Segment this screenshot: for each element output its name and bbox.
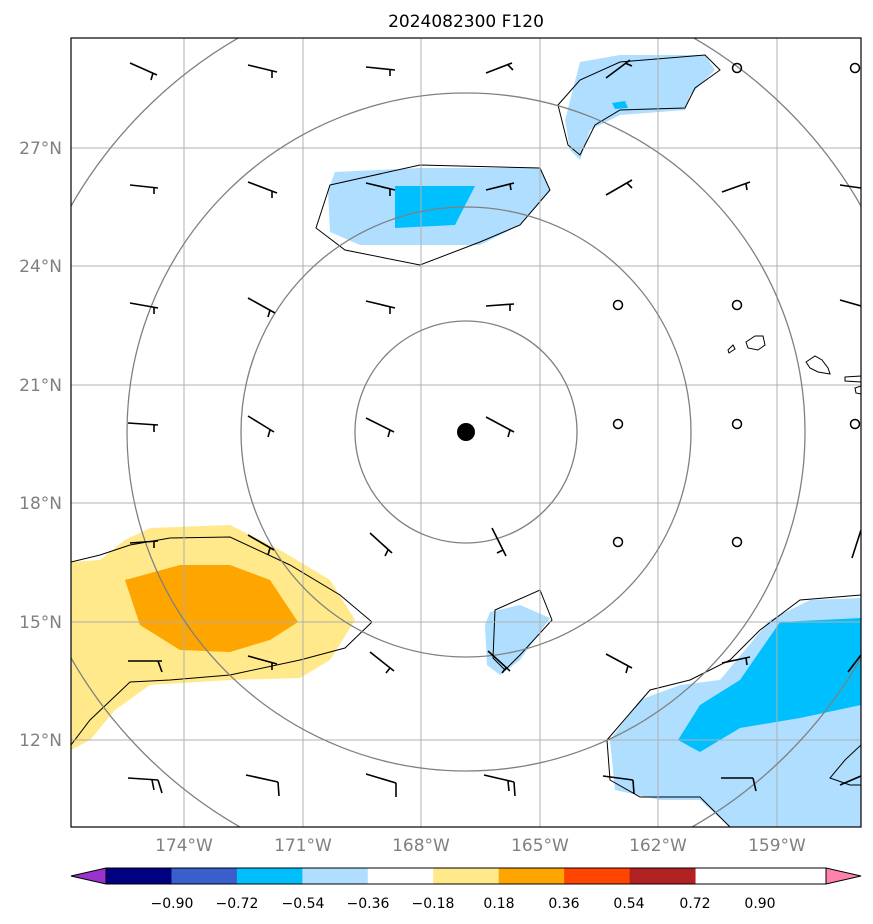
- wind-barb: [485, 416, 515, 438]
- wind-barb: [247, 415, 275, 438]
- colorbar-cell: [171, 868, 238, 884]
- wind-barb: [128, 660, 163, 673]
- wind-barb: [851, 529, 861, 559]
- lat-label: 21°N: [19, 376, 62, 396]
- wind-barb: [721, 777, 757, 792]
- shading-orange: [125, 565, 298, 652]
- lon-label: 162°W: [629, 836, 687, 856]
- wind-barb: [847, 654, 861, 673]
- colorbar-tick: −0.36: [347, 896, 390, 912]
- gridlines: [71, 38, 861, 827]
- colorbar-max-arrow: [825, 867, 862, 885]
- calm-wind-markers: [612, 62, 861, 548]
- colorbar-cell: [433, 868, 500, 884]
- wind-barb: [485, 182, 515, 191]
- lon-label: 165°W: [511, 836, 569, 856]
- wind-barb: [485, 303, 515, 311]
- wind-barb: [365, 417, 395, 438]
- colorbar-cell: [367, 868, 434, 884]
- figure-title: 2024082300 F120: [388, 12, 544, 32]
- colorbar-cell: [498, 868, 565, 884]
- wind-barb: [245, 774, 280, 797]
- wind-barb: [605, 59, 633, 79]
- lat-label: 24°N: [19, 257, 62, 277]
- wind-barb: [247, 297, 276, 318]
- lat-label: 27°N: [19, 139, 62, 159]
- wind-barb: [127, 777, 163, 794]
- lat-label: 18°N: [19, 494, 62, 514]
- wind-barb: [485, 62, 514, 74]
- colorbar-cell: [629, 868, 696, 884]
- lat-label: 12°N: [19, 731, 62, 751]
- lon-label: 168°W: [392, 836, 450, 856]
- islands: [727, 335, 861, 395]
- wind-barb: [839, 775, 861, 786]
- wind-barb: [487, 650, 511, 674]
- colorbar-ticks: −0.90 −0.72 −0.54 −0.36 −0.18 0.18 0.36 …: [151, 896, 776, 912]
- lon-label: 174°W: [155, 836, 213, 856]
- colorbar-cell: [564, 868, 631, 884]
- wind-barb: [129, 302, 159, 314]
- wind-barb: [365, 66, 396, 76]
- colorbar-cell: [302, 868, 369, 884]
- colorbar-tick: 0.54: [613, 896, 644, 912]
- wind-barb: [483, 774, 516, 797]
- wind-barb: [369, 651, 395, 674]
- colorbar-tick: −0.90: [151, 896, 194, 912]
- colorbar-tick: 0.72: [679, 896, 710, 912]
- shading-blue: [395, 101, 861, 752]
- wind-barb: [365, 300, 396, 314]
- lon-label: 159°W: [748, 836, 806, 856]
- wind-barb: [491, 527, 507, 557]
- wind-barb: [365, 182, 396, 196]
- lon-labels: 174°W 171°W 168°W 165°W 162°W 159°W: [155, 836, 806, 856]
- wind-barb: [247, 64, 278, 78]
- colorbar-cell: [236, 868, 303, 884]
- wind-barb: [839, 184, 861, 189]
- contour-lines: [71, 54, 861, 827]
- lat-labels: 27°N 24°N 21°N 18°N 15°N 12°N: [19, 139, 62, 751]
- colorbar-tick: −0.54: [282, 896, 325, 912]
- storm-center-dot: [457, 423, 475, 441]
- wind-barb: [247, 181, 278, 198]
- colorbar-cell: [106, 868, 172, 884]
- map-plot: [71, 38, 861, 827]
- colorbar: −0.90 −0.72 −0.54 −0.36 −0.18 0.18 0.36 …: [70, 867, 862, 912]
- colorbar-tick: −0.72: [216, 896, 259, 912]
- lon-label: 171°W: [274, 836, 332, 856]
- colorbar-tick: 0.18: [483, 896, 514, 912]
- wind-barb: [839, 299, 861, 307]
- colorbar-frame: [105, 867, 827, 885]
- colorbar-min-arrow: [70, 867, 107, 885]
- wind-barb: [129, 540, 159, 548]
- wind-barb: [129, 62, 158, 81]
- range-rings: [71, 38, 861, 827]
- wind-barb: [605, 653, 633, 674]
- plot-frame: [70, 37, 862, 828]
- wind-barb: [365, 773, 397, 797]
- wind-barb: [129, 184, 159, 194]
- colorbar-tick: 0.90: [744, 896, 775, 912]
- colorbar-tick: 0.36: [548, 896, 579, 912]
- wind-barb: [247, 534, 275, 556]
- colorbar-tick: −0.18: [412, 896, 455, 912]
- wind-barbs: [127, 59, 861, 797]
- wind-barb: [369, 532, 393, 557]
- wind-barb: [247, 655, 278, 670]
- wind-barb: [721, 181, 751, 193]
- lat-label: 15°N: [19, 613, 62, 633]
- wind-barb: [127, 422, 159, 432]
- wind-barb: [605, 179, 633, 196]
- wind-barb: [602, 775, 635, 795]
- colorbar-cells: [70, 867, 862, 885]
- wind-barb: [721, 656, 751, 666]
